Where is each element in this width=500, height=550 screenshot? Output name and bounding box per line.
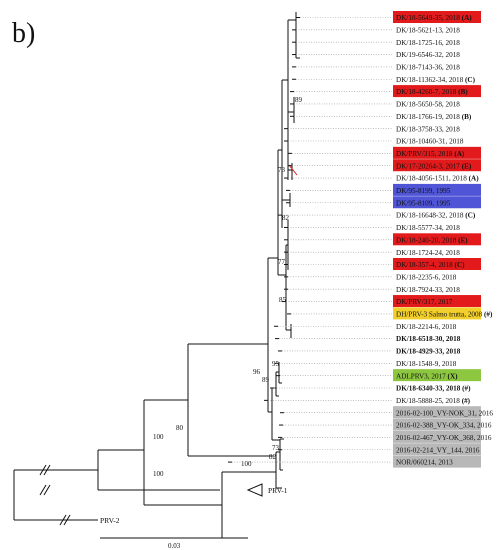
taxon-label: DK/95-8199, 1995 <box>396 187 451 195</box>
axis-break-marks <box>39 464 71 526</box>
taxon-group-suffix: (A) <box>453 150 465 158</box>
taxon-label: DK/18-1725-16, 2018 <box>396 39 460 47</box>
bootstrap-value: 80 <box>176 424 184 432</box>
taxon-highlight <box>393 196 481 209</box>
taxon-label: DK/18-6518-30, 2018 <box>396 335 461 343</box>
collapsed-clade-triangle <box>246 483 263 497</box>
taxon-label: DK/18-5621-13, 2018 <box>396 26 460 34</box>
taxon-label: DK/18-7924-33, 2018 <box>396 286 460 294</box>
bootstrap-value: 100 <box>153 433 164 441</box>
taxon-label: DK/18-4260-7, 2018 (B) <box>396 88 468 96</box>
taxon-label: DK/18-16648-32, 2018 (C) <box>396 212 476 220</box>
taxon-label: DK/18-5649-35, 2018 (A) <box>396 14 472 22</box>
panel-label: b) <box>12 18 36 49</box>
taxon-label: DK/18-1766-19, 2018 (B) <box>396 113 472 121</box>
taxon-label: DK/18-7143-36, 2018 <box>396 64 460 72</box>
taxon-highlight <box>393 443 481 456</box>
taxon-group-suffix: (C) <box>463 76 475 84</box>
taxon-label: DK/18-5650-58, 2018 <box>396 101 460 109</box>
taxon-highlight <box>393 418 481 431</box>
bootstrap-value: 73 <box>272 444 280 452</box>
taxon-label: DK/17-20264-3, 2017 (E) <box>396 162 472 170</box>
taxon-group-suffix: (A) <box>460 14 472 22</box>
taxon-label: NOR/060214, 2013 <box>396 459 453 467</box>
taxon-label: DK/18-1724-24, 2018 <box>396 249 460 257</box>
taxon-label: DK/PRV/315, 2018 (A) <box>396 150 465 158</box>
outgroup-label-prv2: PRV-2 <box>100 516 120 525</box>
bootstrap-value: 96 <box>253 368 261 376</box>
taxon-label: 2016-02-388_VY-OK_334, 2016 <box>396 422 492 430</box>
taxon-label: ADLPRV3, 2017 (X) <box>396 372 458 380</box>
taxon-group-suffix: (E) <box>460 162 472 170</box>
taxon-label: 2016-02-100_VY-NOK_31, 2016 <box>396 409 493 417</box>
taxon-highlight <box>393 85 481 98</box>
taxon-label: 2016-02-214_VY_144, 2016 <box>396 446 480 454</box>
taxon-label: DK/PRV/317, 2017 <box>396 298 453 306</box>
taxon-highlight <box>393 369 481 382</box>
taxon-label: DK/95-8109, 1995 <box>396 199 451 207</box>
taxon-label: DK/18-5888-25, 2018 (#) <box>396 397 471 405</box>
taxon-highlight <box>393 233 481 246</box>
taxon-group-suffix: (B) <box>460 113 472 121</box>
taxon-label: DK/19-6546-32, 2018 <box>396 51 460 59</box>
taxon-label: DK/18-1548-9, 2018 <box>396 360 457 368</box>
taxon-group-suffix: (#) <box>460 397 471 405</box>
taxon-label: DK/18-4929-33, 2018 <box>396 348 461 356</box>
taxon-label: DK/18-10460-31, 2018 <box>396 138 464 146</box>
bootstrap-value: 95 <box>272 360 280 368</box>
taxon-highlight <box>393 183 481 196</box>
taxon-group-suffix: (X) <box>446 372 458 380</box>
red-branch-marker <box>288 164 298 176</box>
taxon-group-suffix: (#) <box>460 385 471 393</box>
taxon-label: DK/18-3758-33, 2018 <box>396 125 460 133</box>
taxon-label: DK/18-11362-34, 2018 (C) <box>396 76 476 84</box>
taxon-highlight <box>393 430 481 443</box>
taxon-label: DK/18-240-20, 2018 (E) <box>396 236 468 244</box>
scale-bar-label: 0.03 <box>168 542 181 550</box>
taxon-group-suffix: (C) <box>463 212 475 220</box>
bootstrap-value: 89 <box>295 96 303 104</box>
taxon-highlight <box>393 159 481 172</box>
bootstrap-value: 100 <box>241 460 252 468</box>
taxa-labels: DK/18-5649-35, 2018 (A) DK/18-5621-13, 20… <box>228 11 493 468</box>
tree-branches <box>13 12 300 539</box>
bootstrap-value: 100 <box>153 470 164 478</box>
taxon-highlight <box>393 146 481 159</box>
taxon-highlight <box>393 295 481 308</box>
taxon-highlight <box>393 406 481 419</box>
bootstrap-value: 82 <box>282 214 290 222</box>
taxon-group-suffix: (C) <box>453 261 465 269</box>
taxon-label: 2016-02-467_VY-OK_368, 2016 <box>396 434 492 442</box>
bootstrap-value: 82 <box>269 453 277 461</box>
taxon-label: DK/18-4056-1511, 2018 (A) <box>396 175 479 183</box>
taxon-label: DH/PRV-3 Salmo trutta, 2008 (#) <box>396 311 493 319</box>
taxon-group-suffix: (A) <box>467 175 479 183</box>
bootstrap-value: 85 <box>279 296 287 304</box>
bootstrap-value: 89 <box>262 376 270 384</box>
taxon-highlight <box>393 11 481 23</box>
bootstrap-value: 73 <box>278 166 286 174</box>
taxon-highlight <box>393 455 481 468</box>
taxon-group-suffix: (B) <box>456 88 468 96</box>
taxon-group-suffix: (#) <box>482 311 493 319</box>
bootstrap-value: 77 <box>278 258 286 266</box>
taxon-label: DK/18-357-4, 2018 (C) <box>396 261 465 269</box>
outgroup-label-prv1: PRV-1 <box>268 486 288 495</box>
taxon-group-suffix: (E) <box>456 236 468 244</box>
bootstrap-values: 89 73 82 77 85 96 95 89 80 100 73 82 100… <box>153 96 303 478</box>
taxon-label: DK/18-2214-6, 2018 <box>396 323 457 331</box>
taxon-label: DK/18-2235-6, 2018 <box>396 273 457 281</box>
taxon-label: DK/18-5577-34, 2018 <box>396 224 460 232</box>
taxon-highlight <box>393 307 481 320</box>
taxon-highlight <box>393 258 481 270</box>
taxon-label: DK/18-6340-33, 2018 (#) <box>396 385 471 393</box>
